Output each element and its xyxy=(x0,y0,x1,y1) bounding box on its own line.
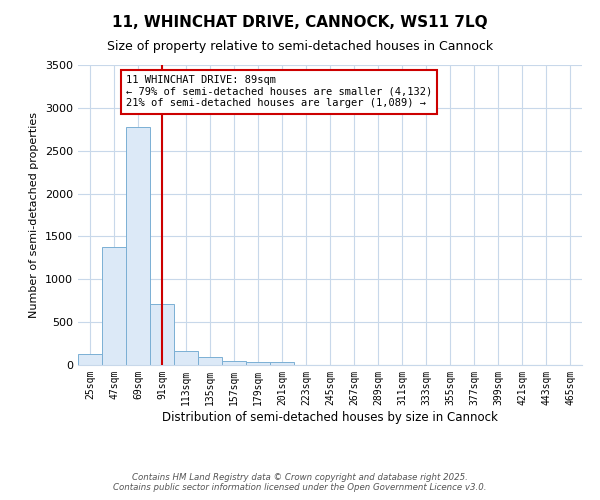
X-axis label: Distribution of semi-detached houses by size in Cannock: Distribution of semi-detached houses by … xyxy=(162,410,498,424)
Bar xyxy=(270,362,294,365)
Text: 11 WHINCHAT DRIVE: 89sqm
← 79% of semi-detached houses are smaller (4,132)
21% o: 11 WHINCHAT DRIVE: 89sqm ← 79% of semi-d… xyxy=(126,76,432,108)
Text: Contains HM Land Registry data © Crown copyright and database right 2025.
Contai: Contains HM Land Registry data © Crown c… xyxy=(113,473,487,492)
Bar xyxy=(102,246,126,365)
Text: 11, WHINCHAT DRIVE, CANNOCK, WS11 7LQ: 11, WHINCHAT DRIVE, CANNOCK, WS11 7LQ xyxy=(112,15,488,30)
Bar xyxy=(126,126,150,365)
Bar xyxy=(78,354,102,365)
Text: Size of property relative to semi-detached houses in Cannock: Size of property relative to semi-detach… xyxy=(107,40,493,53)
Bar xyxy=(222,360,246,365)
Bar xyxy=(174,352,198,365)
Bar xyxy=(198,358,222,365)
Bar xyxy=(246,362,270,365)
Bar xyxy=(150,304,174,365)
Y-axis label: Number of semi-detached properties: Number of semi-detached properties xyxy=(29,112,40,318)
